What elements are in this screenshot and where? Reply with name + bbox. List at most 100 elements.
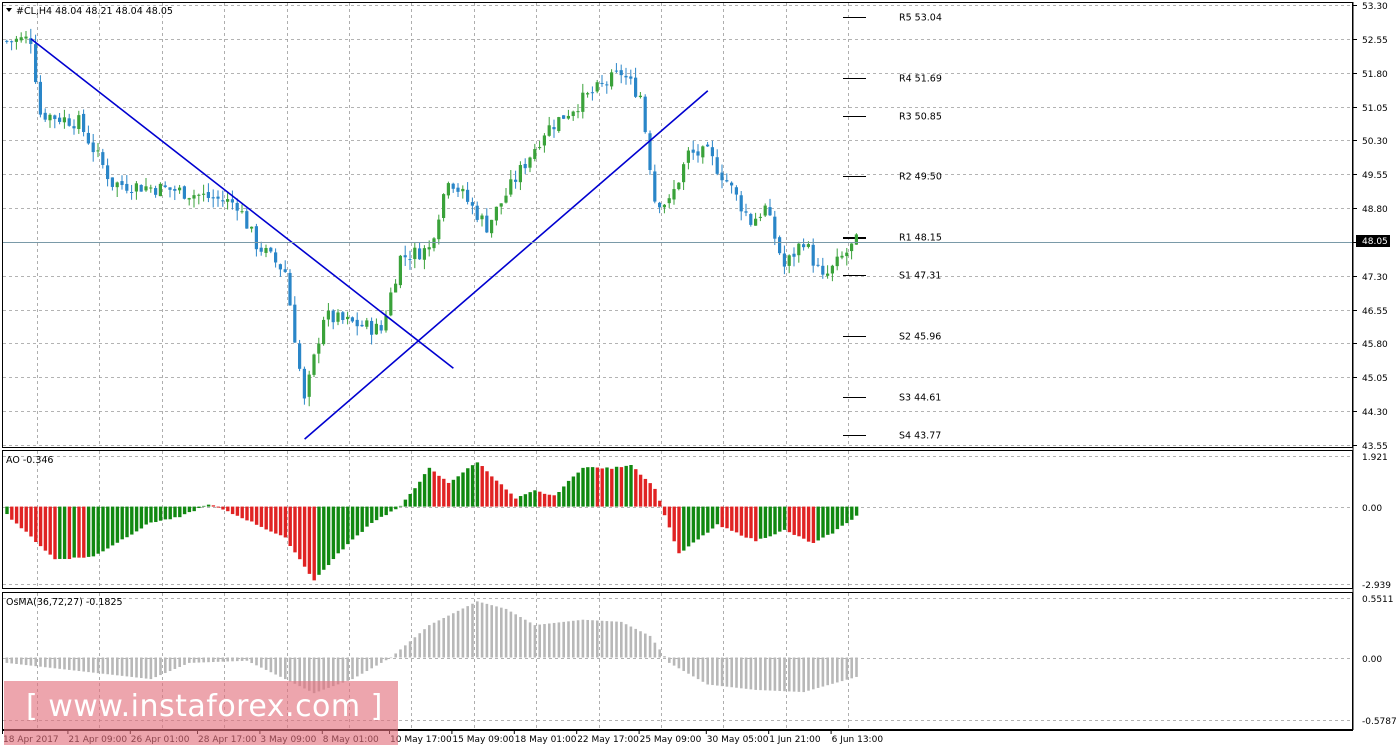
- candle-body: [427, 247, 431, 250]
- watermark-text: [ www.instaforex.com ]: [26, 689, 383, 724]
- osma-bar: [221, 657, 225, 662]
- ao-tick-label: -2.939: [1362, 581, 1391, 591]
- candle-body: [374, 323, 378, 335]
- osma-tick-label: 0.00: [1362, 655, 1382, 665]
- osma-bar: [58, 657, 61, 669]
- osma-bar: [495, 606, 498, 658]
- ao-bar: [466, 468, 470, 507]
- ao-bar: [86, 506, 91, 557]
- candle-body: [614, 70, 618, 72]
- ao-bar: [610, 468, 614, 507]
- candle-body: [274, 252, 278, 263]
- ao-bar: [134, 506, 139, 532]
- ao-bar: [43, 506, 48, 551]
- ao-bar: [312, 506, 316, 581]
- osma-bar: [250, 657, 253, 664]
- ao-bar: [120, 506, 124, 540]
- price-candles: [5, 28, 858, 407]
- osma-bar: [701, 657, 705, 682]
- ao-bar: [226, 506, 230, 512]
- osma-bar: [284, 657, 287, 680]
- candle-body: [230, 199, 234, 203]
- dropdown-triangle-icon[interactable]: [6, 8, 12, 12]
- ao-bar: [149, 506, 153, 523]
- candle-body: [571, 111, 575, 117]
- ao-bar: [634, 469, 638, 507]
- trendlines[interactable]: [30, 38, 709, 440]
- pivot-label: S4 43.77: [899, 431, 941, 442]
- candle-body: [835, 256, 839, 267]
- candle-body: [331, 310, 335, 323]
- ao-bar: [326, 506, 331, 566]
- osma-bar: [716, 657, 719, 686]
- candle-body: [67, 118, 71, 126]
- ao-bar: [581, 467, 585, 507]
- price-tick-label: 52.55: [1362, 36, 1388, 46]
- ao-bar: [706, 506, 710, 533]
- candle-body: [394, 283, 398, 293]
- osma-bar: [82, 657, 85, 672]
- osma-bar: [346, 657, 349, 681]
- ao-bar: [782, 506, 787, 530]
- candle-body: [466, 189, 470, 202]
- candle-body: [370, 320, 374, 335]
- candle-body: [72, 126, 76, 129]
- pivot-label: R4 51.69: [899, 74, 942, 85]
- candle-body: [470, 202, 474, 206]
- candle-body: [62, 117, 66, 123]
- price-axis[interactable]: 53.30 52.55 51.80 51.05 50.30 49.55 48.80 48.05…: [1353, 2, 1388, 452]
- ao-bar: [322, 506, 326, 570]
- osma-bar: [34, 657, 37, 667]
- ao-bar: [619, 467, 624, 507]
- osma-bar: [615, 621, 618, 658]
- candle-body: [504, 195, 508, 203]
- candle-body: [720, 172, 724, 181]
- osma-bar: [778, 657, 781, 691]
- osma-bar: [639, 631, 642, 658]
- price-tick-label: 53.30: [1362, 2, 1388, 12]
- osma-bar: [792, 657, 796, 692]
- ao-bar: [427, 467, 432, 507]
- ao-bar: [787, 506, 792, 533]
- pivot-levels: R5 53.04 R4 51.69 R3 50.85 R2 49.50 R1 48.15…: [843, 13, 942, 442]
- ao-bar: [298, 506, 302, 560]
- osma-bar: [389, 657, 393, 659]
- ao-bar: [835, 506, 840, 530]
- candle-body: [763, 205, 767, 216]
- osma-bar: [274, 657, 277, 675]
- candle-body: [528, 157, 532, 168]
- candle-body: [653, 171, 657, 202]
- ao-bar: [14, 506, 19, 524]
- osma-bar: [53, 657, 57, 669]
- osma-bar: [183, 657, 186, 665]
- ao-bar: [96, 506, 100, 554]
- ao-bar: [595, 467, 600, 507]
- osma-bar: [562, 621, 565, 658]
- osma-bar: [312, 657, 316, 694]
- ao-bar: [221, 506, 225, 510]
- osma-bar: [298, 657, 301, 687]
- candle-body: [514, 179, 518, 182]
- osma-bar: [461, 608, 465, 658]
- osma-bar: [48, 657, 52, 668]
- osma-bar: [581, 619, 585, 658]
- ao-bar: [53, 506, 57, 560]
- ao-bar: [662, 506, 667, 516]
- candle-body: [562, 115, 566, 119]
- osma-bar: [476, 601, 479, 658]
- osma-bar: [375, 657, 378, 666]
- candle-body: [542, 135, 546, 146]
- ao-bar: [557, 491, 561, 507]
- osma-bar: [456, 610, 460, 658]
- ao-bar: [696, 506, 700, 540]
- ao-bar: [48, 506, 52, 555]
- candle-body: [451, 183, 455, 189]
- candle-body: [221, 200, 225, 202]
- osma-bar: [663, 656, 666, 658]
- ao-bar: [806, 506, 811, 542]
- candle-body: [307, 374, 311, 397]
- candle-body: [322, 319, 326, 345]
- osma-bar: [648, 635, 652, 658]
